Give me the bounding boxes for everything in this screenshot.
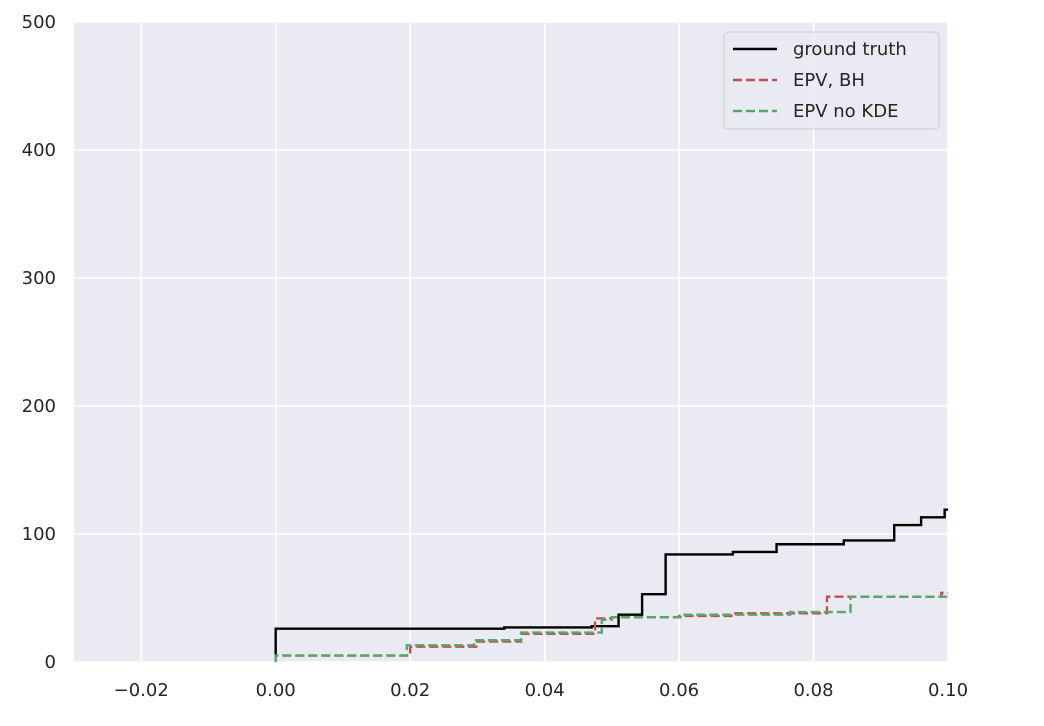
y-axis: 0 100 200 300 400 500	[22, 12, 56, 673]
series-group	[274, 508, 948, 662]
y-tick-label: 0	[45, 652, 56, 673]
x-axis: −0.02 0.00 0.02 0.04 0.06 0.08 0.10	[114, 680, 968, 701]
legend: ground truth EPV, BH EPV no KDE	[723, 31, 940, 130]
y-tick-label: 500	[22, 12, 56, 33]
y-tick-label: 400	[22, 140, 56, 161]
x-tick-label: 0.00	[256, 680, 296, 701]
x-tick-label: 0.08	[793, 680, 833, 701]
series-line-epv-no-kde	[274, 595, 948, 662]
y-tick-label: 300	[22, 268, 56, 289]
x-tick-label: −0.02	[114, 680, 169, 701]
legend-label: ground truth	[793, 39, 907, 60]
legend-box	[723, 31, 940, 130]
legend-label: EPV, BH	[793, 70, 865, 91]
grid-lines	[74, 21, 949, 663]
legend-label: EPV no KDE	[793, 101, 898, 122]
y-tick-label: 200	[22, 396, 56, 417]
series-line-ground-truth	[274, 508, 948, 662]
x-tick-label: 0.02	[390, 680, 430, 701]
y-tick-label: 100	[22, 524, 56, 545]
x-tick-label: 0.10	[928, 680, 968, 701]
x-tick-label: 0.06	[659, 680, 699, 701]
x-tick-label: 0.04	[525, 680, 565, 701]
